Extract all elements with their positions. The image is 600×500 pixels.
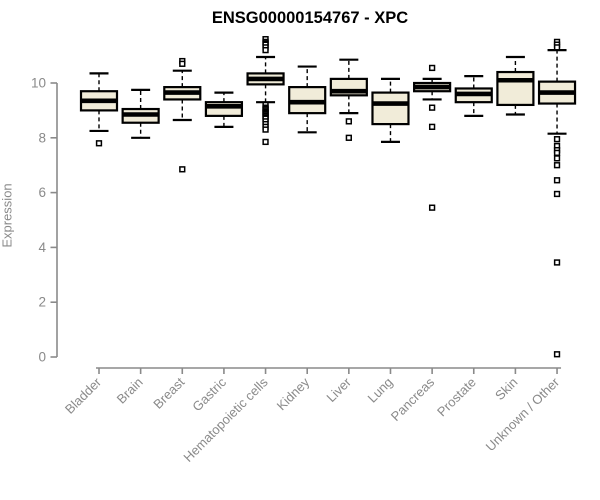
outlier-point [428, 64, 436, 72]
y-tick-label: 10 [31, 76, 46, 91]
outlier-point [553, 259, 561, 266]
y-tick-label: 2 [38, 295, 46, 310]
outlier-point [553, 155, 561, 162]
outlier-point [553, 44, 561, 51]
outlier-point [428, 123, 436, 130]
x-category-label: Bladder [62, 374, 105, 417]
outlier-point [95, 140, 103, 147]
outlier-point [553, 136, 561, 143]
outlier-point [262, 138, 269, 146]
x-category-label: Skin [492, 375, 520, 403]
outlier-point [345, 134, 352, 141]
outlier-point [262, 46, 269, 54]
outlier-point [553, 149, 561, 157]
x-category-label: Breast [150, 374, 187, 411]
chart-title: ENSG00000154767 - XPC [211, 9, 409, 27]
y-tick-label: 0 [38, 350, 46, 365]
y-tick-label: 6 [38, 185, 46, 200]
outlier-point [553, 190, 561, 198]
x-category-label: Brain [114, 375, 146, 407]
outlier-point [553, 177, 561, 184]
outlier-point [179, 166, 186, 173]
x-category-label: Kidney [274, 374, 313, 413]
outlier-point [179, 60, 186, 67]
outlier-point [553, 162, 561, 169]
box-Skin [496, 70, 535, 107]
outlier-point [262, 126, 269, 133]
x-category-label: Pancreas [388, 374, 438, 424]
outlier-point [345, 118, 352, 125]
outlier-point [428, 104, 436, 111]
y-tick-label: 4 [38, 240, 46, 255]
x-category-label: Gastric [189, 374, 229, 414]
y-tick-label: 8 [38, 130, 46, 145]
x-category-label: Unknown / Other [483, 374, 563, 454]
outlier-point [428, 204, 436, 211]
box-Lung [371, 91, 410, 126]
x-category-label: Lung [365, 375, 396, 406]
x-category-label: Prostate [434, 375, 479, 420]
x-category-label: Liver [323, 374, 354, 405]
outlier-point [553, 351, 561, 358]
